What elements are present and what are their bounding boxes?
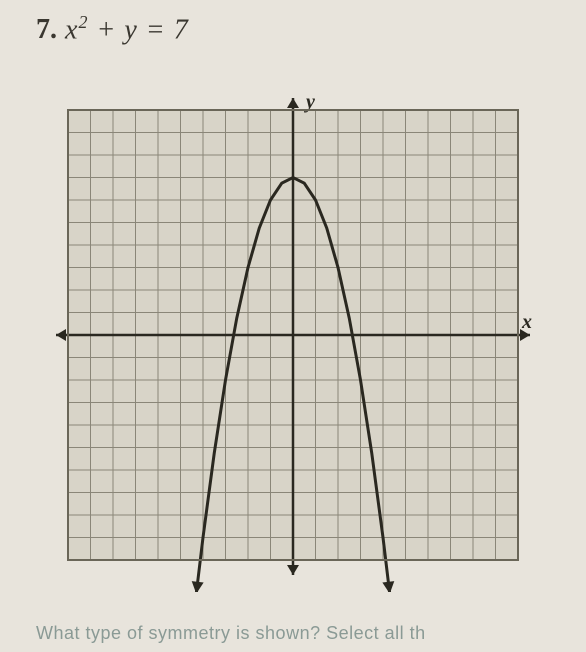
graph-svg: y x [48,80,538,592]
y-arrow-down [287,565,299,575]
y-arrow-up [287,98,299,108]
x-arrow-left [56,329,66,341]
curve-arrow-left [192,581,204,592]
equation: x2 + y = 7 [65,12,189,46]
problem-header: 7. x2 + y = 7 [36,12,189,46]
question-text: What type of symmetry is shown? Select a… [36,623,426,644]
x-axis-label: x [521,311,532,333]
curve-arrow-right [382,581,394,592]
parabola-chart: y x [48,80,538,592]
problem-number: 7. [36,14,57,46]
